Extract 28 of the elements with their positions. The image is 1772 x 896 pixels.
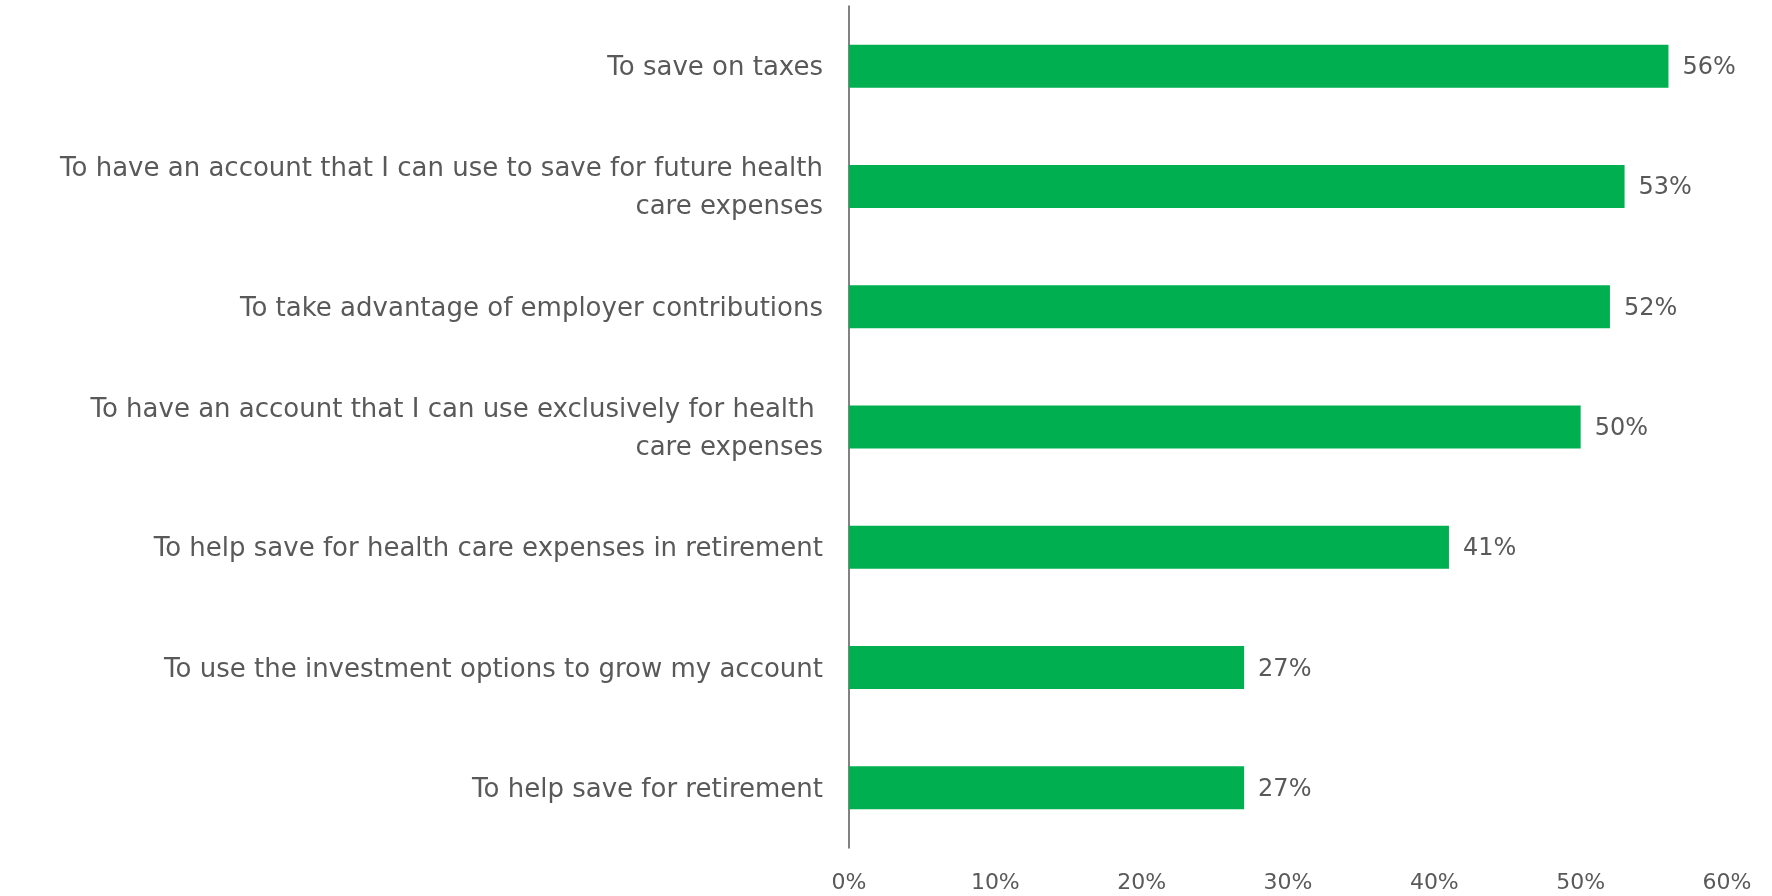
y-tick-label: To help save for retirement — [471, 772, 823, 803]
data-label: 27% — [1258, 653, 1312, 682]
bar — [849, 285, 1610, 329]
y-tick-label: To take advantage of employer contributions — [238, 291, 823, 322]
data-label: 56% — [1682, 52, 1736, 81]
x-tick-label: 40% — [1409, 868, 1459, 894]
y-tick-label: To use the investment options to grow my account — [163, 652, 823, 683]
x-tick-label: 30% — [1263, 868, 1313, 894]
x-tick-label: 50% — [1556, 868, 1606, 894]
y-tick-label: To help save for health care expenses in retirement — [152, 532, 823, 563]
bar — [849, 405, 1581, 449]
bar — [849, 766, 1245, 810]
x-tick-label: 10% — [970, 868, 1020, 894]
data-label: 41% — [1462, 533, 1517, 562]
x-tick-label: 20% — [1117, 868, 1167, 894]
bar — [849, 44, 1669, 88]
y-tick-label: To have an account that I can use to save for future health care expenses — [59, 152, 823, 221]
y-tick-label: To have an account that I can use exclusively for health care expenses — [89, 393, 823, 461]
bar — [849, 164, 1625, 208]
data-label: 50% — [1594, 413, 1649, 441]
x-tick-label: 60% — [1702, 868, 1752, 894]
y-tick-label: To save on taxes — [606, 51, 823, 82]
data-label: 52% — [1623, 292, 1678, 321]
bar — [849, 525, 1449, 569]
x-tick-label: 0% — [831, 868, 867, 894]
data-label: 53% — [1638, 172, 1692, 201]
data-label: 27% — [1258, 773, 1312, 802]
bar — [849, 646, 1245, 690]
